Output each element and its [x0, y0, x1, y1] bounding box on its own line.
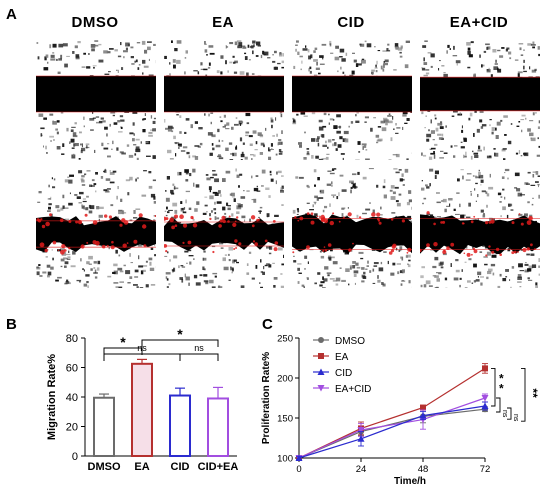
proliferation-rate-line-chart: 100 150 200 250 0 24 48 72 Time/h Proliferation R… [261, 334, 540, 486]
legend-marker-ea [318, 353, 324, 359]
column-label-ea: EA [212, 14, 234, 31]
wound-image-ea-cid-migrated [420, 168, 540, 288]
significance-bracket [179, 353, 219, 361]
y-tick-label: 100 [277, 454, 293, 465]
bar-cid [169, 394, 191, 457]
y-tick-label: 150 [277, 414, 293, 425]
y-tick-label: 200 [277, 374, 293, 385]
x-tick-label: 48 [418, 464, 429, 475]
y-tick-label: 0 [72, 451, 78, 463]
legend-marker-cid [317, 368, 325, 375]
x-tick-label: 0 [296, 464, 301, 475]
significance-label: ns [194, 343, 204, 353]
data-point-ea [482, 365, 488, 372]
wound-image-dmso-initial [36, 40, 156, 160]
x-tick-label: 72 [480, 464, 491, 475]
legend-marker-ea-cid [317, 385, 325, 392]
panel-label-b: B [6, 316, 17, 333]
significance-label: ns [512, 414, 519, 422]
series-line-ea-cid [298, 397, 486, 459]
data-point-ea-cid [357, 427, 365, 434]
wound-image-ea-cid-initial [420, 40, 540, 160]
data-point-ea [420, 404, 426, 411]
data-point-cid [357, 435, 365, 442]
significance-label: ns [501, 410, 508, 418]
significance-bracket [521, 367, 526, 422]
significance-label: * [177, 326, 183, 342]
column-label-cid: CID [337, 14, 365, 31]
data-point-cid [295, 454, 303, 461]
legend-label-dmso: DMSO [335, 336, 365, 347]
x-tick-label: CID+EA [198, 461, 239, 473]
wound-image-ea-migrated [164, 168, 284, 288]
bar-cid-ea [207, 397, 229, 457]
panel-label-a: A [6, 6, 17, 23]
x-axis-label: Time/h [394, 476, 426, 485]
x-tick-label: CID [171, 461, 190, 473]
significance-bracket [496, 397, 501, 413]
wound-image-ea-initial [164, 40, 284, 160]
significance-label: * [120, 334, 126, 350]
y-tick-label: 250 [277, 334, 293, 345]
data-point-cid [481, 402, 489, 409]
series-line-dmso [298, 408, 486, 459]
column-label-dmso: DMSO [71, 14, 119, 31]
y-tick-label: 80 [66, 333, 78, 345]
significance-bracket [141, 339, 219, 347]
bar-ea [131, 362, 153, 457]
legend-label-ea-cid: EA+CID [335, 384, 371, 395]
legend-label-ea: EA [335, 352, 349, 363]
y-tick-label: 20 [66, 422, 78, 434]
panel-label-c: C [262, 316, 273, 333]
y-tick-label: 40 [66, 392, 78, 404]
column-label-ea-cid: EA+CID [449, 14, 509, 31]
migration-rate-bar-chart: 0 20 40 60 80 Migration Rate% DMSO EA CID CID+EA *… [46, 326, 239, 473]
significance-bracket [507, 407, 512, 420]
x-tick-label: 24 [356, 464, 367, 475]
significance-bracket [491, 367, 496, 407]
significance-label: * [499, 371, 504, 385]
legend-marker-dmso [318, 337, 324, 343]
y-axis-label: Proliferation Rate% [261, 352, 272, 444]
data-point-cid [419, 412, 427, 419]
wound-image-cid-initial [292, 40, 412, 160]
significance-bracket [103, 347, 143, 355]
significance-label: ** [526, 388, 540, 398]
bar-dmso [93, 396, 115, 458]
wound-image-dmso-migrated [36, 168, 156, 288]
series-line-cid [298, 405, 486, 459]
data-point-ea-cid [481, 395, 489, 402]
y-tick-label: 60 [66, 363, 78, 375]
wound-image-cid-migrated [292, 168, 412, 288]
x-tick-label: EA [134, 461, 149, 473]
series-line-ea [298, 367, 486, 459]
significance-label: * [499, 381, 504, 395]
y-axis-label: Migration Rate% [46, 354, 58, 440]
legend-label-cid: CID [335, 368, 352, 379]
significance-label: ns [137, 343, 147, 353]
x-tick-label: DMSO [88, 461, 121, 473]
